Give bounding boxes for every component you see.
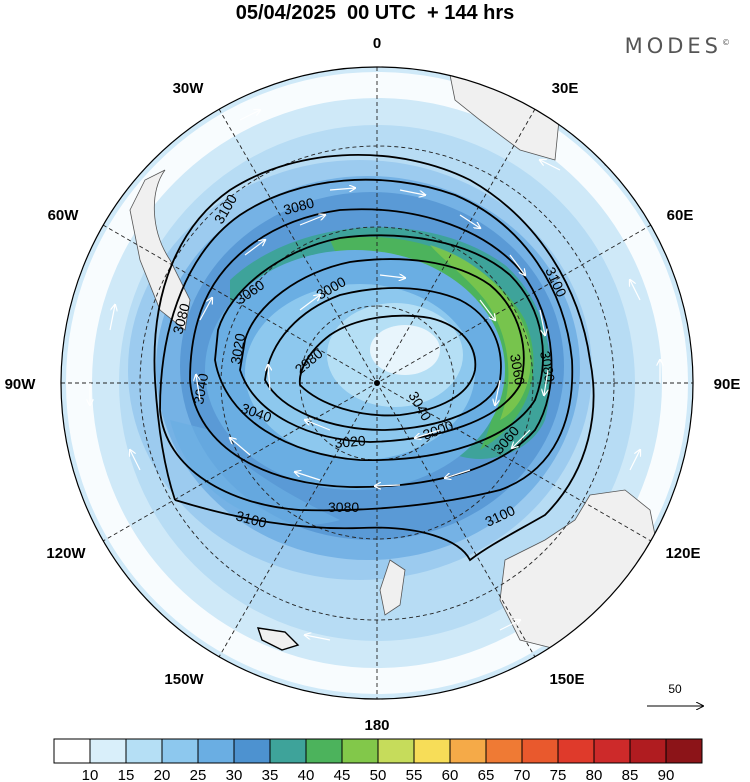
- lon-label-120e: 120E: [665, 545, 700, 562]
- colorbar-tick-label: 80: [586, 767, 603, 782]
- colorbar-swatch: [629, 738, 667, 764]
- wind-vectors: [90, 110, 660, 641]
- colorbar-tick-label: 60: [442, 767, 459, 782]
- colorbar-swatch: [485, 738, 523, 764]
- lon-label-120w: 120W: [46, 545, 86, 562]
- colorbar-tick-label: 10: [82, 767, 99, 782]
- colorbar-tick-label: 25: [190, 767, 207, 782]
- lon-label-60w: 60W: [48, 207, 80, 224]
- contour-label: 3080: [169, 301, 193, 335]
- modes-logo: MODES©: [624, 34, 730, 58]
- lon-label-90w: 90W: [5, 376, 37, 393]
- colorbar: 10 15 20 25 30 35 40 45 50 55 60 65 70 75 80 85 90: [53, 738, 703, 782]
- longitude-labels: 0 30E 60E 90E 120E 150E 180 150W 120W 90…: [5, 35, 741, 734]
- contour-label: 3080: [537, 350, 558, 384]
- south-pole-marker: [374, 380, 380, 386]
- colorbar-swatch: [413, 738, 451, 764]
- reference-vector-label: 50: [668, 682, 682, 696]
- colorbar-swatch: [665, 738, 703, 764]
- colorbar-swatch: [593, 738, 631, 764]
- colorbar-tick-label: 55: [406, 767, 423, 782]
- colorbar-tick-label: 35: [262, 767, 279, 782]
- lon-label-30w: 30W: [173, 80, 205, 97]
- colorbar-swatch: [305, 738, 343, 764]
- colorbar-swatch: [53, 738, 91, 764]
- colorbar-swatch: [269, 738, 307, 764]
- colorbar-swatch: [233, 738, 271, 764]
- lon-label-0: 0: [373, 35, 381, 52]
- map-border: [60, 66, 694, 700]
- colorbar-tick-label: 40: [298, 767, 315, 782]
- contour-label: 3060: [507, 353, 528, 387]
- contour-label: 3080: [328, 499, 359, 515]
- geopotential-contours: [153, 153, 595, 562]
- contour-label: 3020: [334, 432, 367, 451]
- colorbar-swatch: [89, 738, 127, 764]
- colorbar-swatch: [557, 738, 595, 764]
- colorbar-tick-label: 70: [514, 767, 531, 782]
- contour-label: 3020: [227, 332, 248, 366]
- lon-label-180: 180: [364, 717, 389, 734]
- colorbar-swatch: [449, 738, 487, 764]
- map-title: 05/04/2025 00 UTC + 144 hrs: [235, 2, 515, 24]
- colorbar-tick-label: 85: [622, 767, 639, 782]
- lon-label-90e: 90E: [714, 376, 741, 393]
- reference-vector: 50: [647, 682, 703, 706]
- colorbar-swatch: [521, 738, 559, 764]
- colorbar-tick-label: 45: [334, 767, 351, 782]
- colorbar-tick-label: 90: [658, 767, 675, 782]
- colorbar-tick-label: 15: [118, 767, 135, 782]
- colorbar-swatch: [125, 738, 163, 764]
- colorbar-tick-label: 30: [226, 767, 243, 782]
- colorbar-tick-label: 65: [478, 767, 495, 782]
- colorbar-swatch: [197, 738, 235, 764]
- colorbar-tick-label: 20: [154, 767, 171, 782]
- contour-label: 3100: [234, 507, 268, 531]
- contour-label: 3080: [282, 194, 316, 218]
- lon-label-60e: 60E: [667, 207, 694, 224]
- colorbar-tick-label: 50: [370, 767, 387, 782]
- colorbar-swatch: [161, 738, 199, 764]
- lon-label-150e: 150E: [549, 671, 584, 688]
- colorbar-swatch: [377, 738, 415, 764]
- colorbar-swatch: [341, 738, 379, 764]
- lon-label-30e: 30E: [552, 80, 579, 97]
- colorbar-tick-label: 75: [550, 767, 567, 782]
- lon-label-150w: 150W: [164, 671, 204, 688]
